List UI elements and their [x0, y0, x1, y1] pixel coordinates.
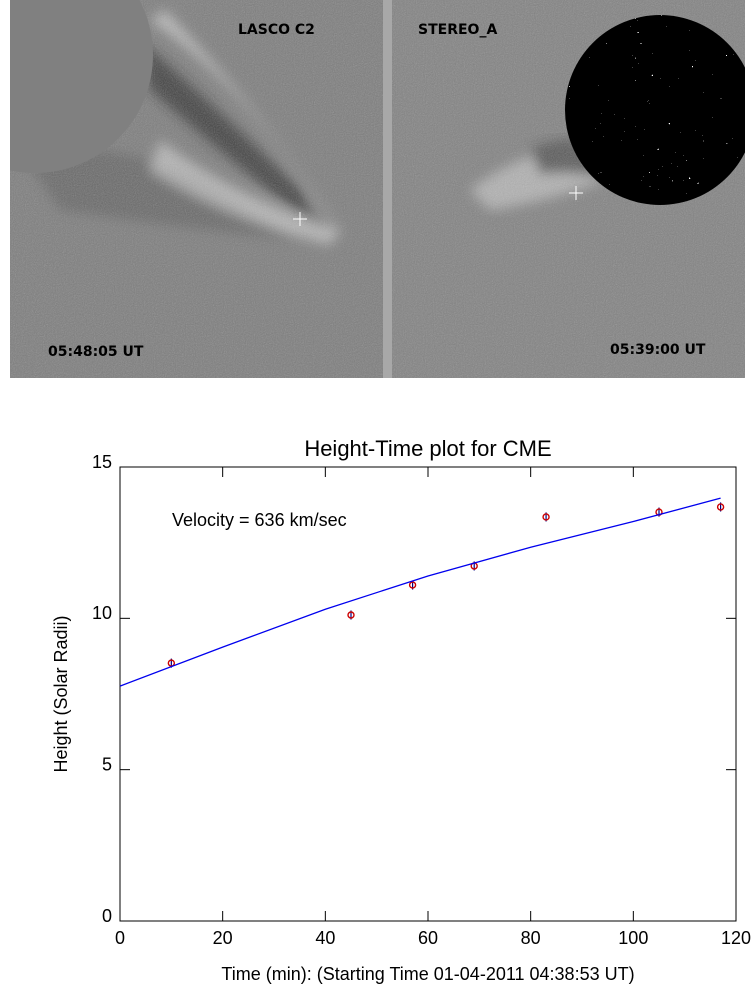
annotation: Velocity = 636 km/sec	[172, 510, 347, 530]
data-point	[347, 611, 355, 619]
divider	[383, 0, 392, 378]
x-axis-label: Time (min): (Starting Time 01-04-2011 04…	[221, 964, 634, 984]
panel-label: LASCO C2	[238, 22, 315, 38]
panel-label: STEREO_A	[418, 22, 497, 38]
x-tick-label: 120	[721, 928, 751, 948]
panel-time: 05:48:05 UT	[48, 344, 144, 360]
y-tick-label: 10	[92, 603, 112, 623]
x-tick-label: 20	[213, 928, 233, 948]
stereo-image: STEREO_A 05:39:00 UT	[392, 0, 745, 378]
x-tick-label: 100	[618, 928, 648, 948]
fit-line	[119, 497, 721, 687]
lasco-image: LASCO C2 05:48:05 UT	[10, 0, 383, 378]
x-tick-label: 60	[418, 928, 438, 948]
y-tick-label: 15	[92, 452, 112, 472]
y-axis-label: Height (Solar Radii)	[51, 615, 71, 772]
x-tick-label: 40	[315, 928, 335, 948]
y-tick-label: 5	[102, 754, 112, 774]
data-point	[542, 513, 550, 521]
data-point	[408, 581, 417, 589]
plot-frame	[119, 466, 737, 922]
x-tick-label: 80	[521, 928, 541, 948]
data-point	[716, 503, 725, 511]
x-tick-label: 0	[115, 928, 125, 948]
chart-title: Height-Time plot for CME	[304, 436, 551, 461]
y-tick-label: 0	[102, 906, 112, 926]
panel-time: 05:39:00 UT	[610, 342, 706, 358]
